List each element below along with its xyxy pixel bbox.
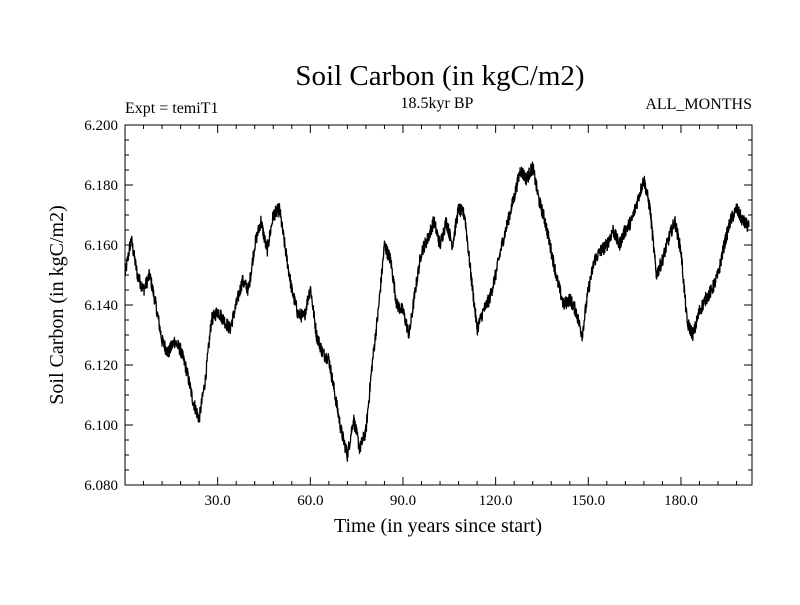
plot-frame [124,124,753,486]
x-tick-label: 120.0 [479,493,513,509]
x-tick-label: 90.0 [390,493,416,509]
y-tick-label: 6.080 [84,478,118,494]
y-tick-label: 6.120 [84,358,118,374]
y-tick-label: 6.180 [84,178,118,194]
y-tick-label: 6.140 [84,298,118,314]
x-axis-ticks: 30.0 60.0 90.0 120.0 150.0 180.0 [124,125,738,509]
x-tick-label: 30.0 [205,493,231,509]
series-layer [124,161,750,462]
subtitle-right: ALL_MONTHS [645,96,752,113]
y-tick-label: 6.160 [84,238,118,254]
y-tick-label: 6.200 [84,118,118,134]
y-axis-ticks: 6.080 6.100 6.120 6.140 6.160 6.180 6.200 [84,118,752,494]
subtitle-center: 18.5kyr BP [401,95,474,112]
y-axis-label: Soil Carbon (in kgC/m2) [46,205,68,404]
x-axis-label: Time (in years since start) [334,515,542,537]
x-tick-label: 60.0 [297,493,323,509]
x-tick-label: 150.0 [571,493,605,509]
y-tick-label: 6.100 [84,418,118,434]
chart-title: Soil Carbon (in kgC/m2) [295,60,584,92]
subtitle-left: Expt = temiT1 [125,100,218,117]
series-line [124,161,750,462]
x-tick-label: 180.0 [664,493,698,509]
